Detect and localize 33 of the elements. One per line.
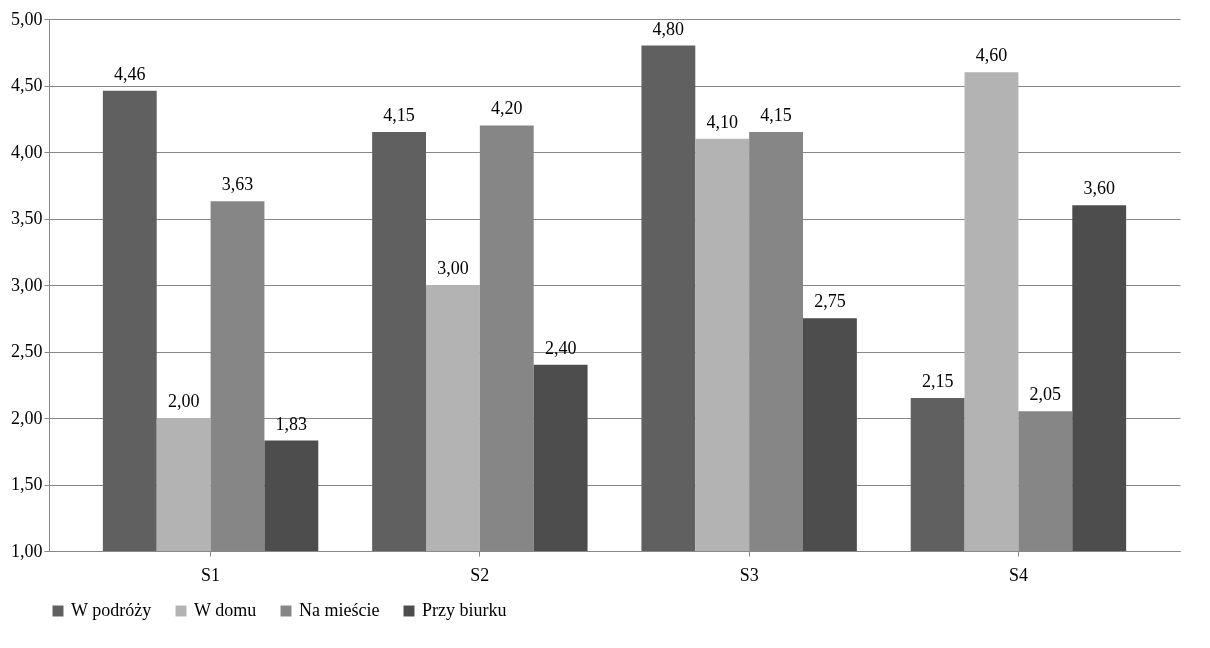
y-tick-label: 4,50 [11,75,43,95]
legend-label: Na mieście [299,600,380,620]
y-tick-label: 4,00 [11,141,43,162]
data-label: 4,46 [114,63,146,84]
data-label: 4,10 [706,111,738,132]
data-label: 2,40 [544,337,577,358]
data-label: 1,83 [275,413,308,434]
data-label: 4,15 [760,105,792,126]
legend-label: W domu [194,600,257,620]
data-label: 4,80 [652,18,685,39]
y-tick-label: 2,00 [11,407,43,428]
y-tick-label: 3,50 [11,208,43,228]
data-label: 2,00 [167,391,200,411]
data-label: 3,60 [1083,178,1115,199]
x-tick-label: S3 [739,564,759,585]
x-tick-label: S2 [470,564,490,585]
x-tick-label: S4 [1008,564,1028,585]
data-label: 3,00 [437,258,469,278]
y-tick-label: 2,50 [11,341,43,361]
data-label: 4,20 [491,98,523,119]
legend-label: Przy biurku [422,600,507,620]
data-label: 2,75 [814,291,846,312]
data-label: 3,63 [221,174,254,195]
data-label: 2,15 [921,371,954,392]
y-tick-label: 3,00 [11,274,43,295]
y-tick-label: 1,50 [11,474,43,494]
data-label: 4,15 [383,105,415,126]
y-tick-label: 1,00 [11,540,43,561]
x-tick-label: S1 [201,564,221,585]
data-label: 2,05 [1029,384,1062,405]
y-tick-label: 5,00 [11,8,43,29]
data-label: 4,60 [975,45,1008,66]
legend-label: W podróży [71,600,152,620]
